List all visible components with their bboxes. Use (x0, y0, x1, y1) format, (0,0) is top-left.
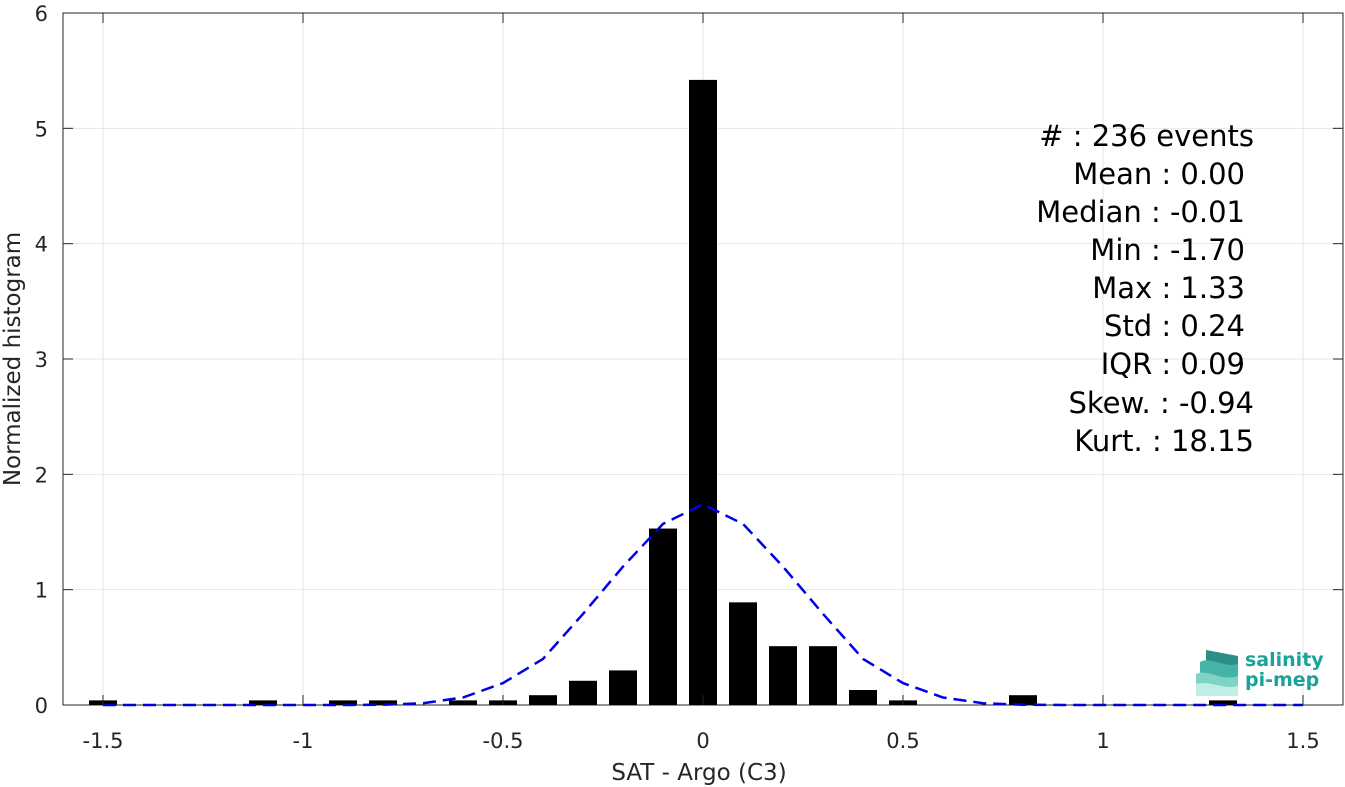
histogram-bar (809, 646, 837, 705)
histogram-bar (249, 700, 277, 705)
logo-text-line1: salinity (1245, 649, 1324, 671)
stat-max: Max : 1.33 (1092, 271, 1245, 305)
histogram-bar (569, 680, 597, 705)
stat-std: Std : 0.24 (1104, 309, 1245, 343)
histogram-bar (689, 79, 717, 706)
histogram-bar (609, 670, 637, 705)
salinity-pi-mep-logo: salinity pi-mep (1196, 649, 1324, 696)
x-tick-label: -1 (293, 729, 314, 753)
y-tick-label: 2 (35, 463, 48, 487)
histogram-bar (369, 700, 397, 705)
x-axis-label: SAT - Argo (C3) (611, 760, 786, 786)
stat-kurt: Kurt. : 18.15 (1074, 424, 1254, 458)
x-tick-label: 0 (696, 729, 709, 753)
stat-skew: Skew. : -0.94 (1068, 386, 1254, 420)
x-tick-label: 0.5 (886, 729, 919, 753)
stat-median: Median : -0.01 (1036, 195, 1245, 229)
y-axis-label: Normalized histogram (0, 232, 26, 486)
histogram-bar (729, 602, 757, 705)
histogram-bar (1009, 695, 1037, 705)
y-tick-labels: 0 1 2 3 4 5 6 (35, 2, 48, 718)
logo-text-line2: pi-mep (1245, 669, 1319, 691)
histogram-bar (329, 700, 357, 705)
x-tick-label: 1 (1096, 729, 1109, 753)
y-tick-label: 3 (35, 348, 48, 372)
y-tick-label: 0 (35, 694, 48, 718)
histogram-bar (1209, 700, 1237, 705)
wave-logo-icon (1196, 650, 1238, 696)
y-tick-label: 5 (35, 117, 48, 141)
y-tick-label: 1 (35, 579, 48, 603)
statistics-annotation: # : 236 events Mean : 0.00 Median : -0.0… (1036, 119, 1254, 458)
histogram-bars (89, 79, 1237, 706)
histogram-bar (849, 690, 877, 705)
stat-mean: Mean : 0.00 (1073, 157, 1245, 191)
y-tick-label: 6 (35, 2, 48, 26)
x-tick-label: -1.5 (83, 729, 124, 753)
x-tick-label: 1.5 (1286, 729, 1319, 753)
histogram-bar (649, 528, 677, 705)
y-tick-label: 4 (35, 233, 48, 257)
histogram-bar (449, 700, 477, 705)
stat-min: Min : -1.70 (1090, 233, 1245, 267)
x-tick-label: -0.5 (483, 729, 524, 753)
histogram-bar (529, 695, 557, 705)
axis-ticks (63, 12, 1343, 706)
stat-iqr: IQR : 0.09 (1101, 347, 1245, 381)
histogram-bar (769, 646, 797, 705)
x-tick-labels: -1.5 -1 -0.5 0 0.5 1 1.5 (83, 729, 1320, 753)
stat-count: # : 236 events (1039, 119, 1254, 153)
